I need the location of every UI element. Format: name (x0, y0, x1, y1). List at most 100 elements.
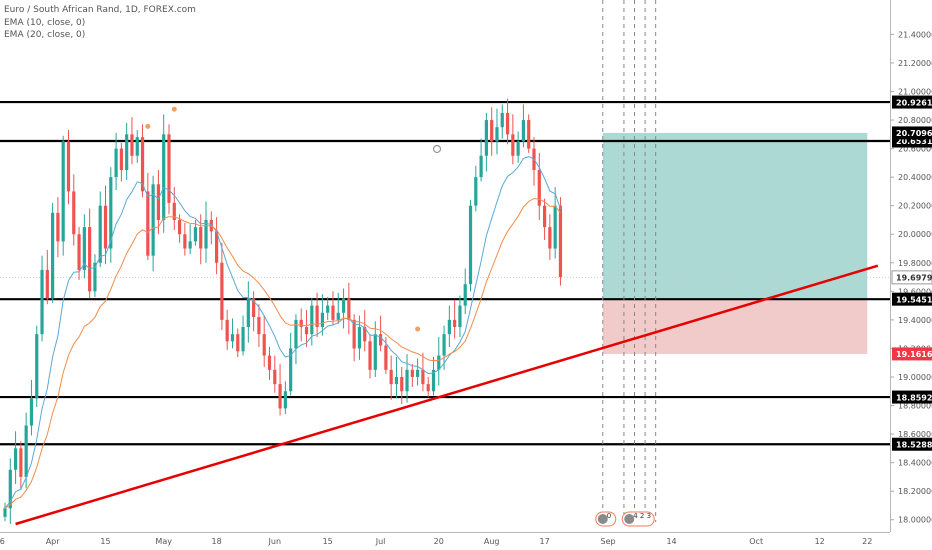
level-price-tag: 18.52887 (896, 440, 932, 449)
candle (267, 355, 272, 370)
candle (490, 120, 494, 142)
candle (400, 376, 404, 392)
candle (542, 205, 547, 228)
candle (45, 269, 49, 299)
candle (378, 334, 383, 346)
candle (389, 369, 393, 385)
candle (527, 120, 531, 149)
candle (336, 312, 340, 320)
candle (93, 262, 97, 292)
candle (283, 391, 287, 409)
candle (241, 327, 245, 352)
candle (410, 369, 414, 377)
level-price-tag-bg (892, 292, 932, 306)
candle (262, 334, 266, 356)
candle (199, 227, 203, 249)
candle (35, 334, 39, 399)
candle (405, 369, 409, 392)
candle (458, 305, 462, 328)
time-tick-label: 12 (815, 537, 825, 546)
trendline[interactable] (15, 264, 879, 526)
dividend-marker-icon (145, 123, 151, 129)
candle (299, 319, 303, 328)
candle (72, 191, 76, 235)
candle (151, 184, 155, 256)
price-tick-label: 21.20000 (898, 59, 932, 68)
candle (426, 384, 430, 392)
candle (368, 341, 372, 370)
horizontal-levels-layer (0, 100, 890, 446)
candle (278, 384, 282, 409)
candle (188, 241, 192, 249)
calendar-event-icon (597, 514, 608, 524)
candle (548, 227, 552, 249)
candle (236, 334, 240, 352)
alarm-icon (432, 144, 442, 154)
candle (13, 448, 18, 470)
candle (304, 327, 309, 335)
event-badge-count: 4 2 3 (633, 512, 651, 520)
candle (484, 120, 488, 156)
time-tick-label: Sep (601, 537, 616, 546)
candle (177, 219, 182, 235)
candle (183, 234, 187, 249)
calendar-event-icon (624, 514, 635, 524)
candle (421, 369, 425, 385)
candle (204, 219, 208, 249)
price-tick-label: 20.80000 (898, 116, 932, 125)
price-tick-label: 18.40000 (898, 459, 932, 468)
candle (341, 298, 346, 313)
candle (463, 284, 467, 306)
price-tick-label: 20.00000 (898, 230, 932, 239)
candle (384, 345, 388, 370)
candle (8, 469, 12, 509)
event-badge[interactable]: 0 (595, 511, 617, 527)
price-tick-label: 18.20000 (898, 487, 932, 496)
price-tick-label: 18.00000 (898, 516, 932, 525)
candle (331, 305, 335, 320)
event-badge[interactable]: 4 2 3 (621, 511, 655, 527)
candle (130, 134, 134, 156)
candle (119, 148, 123, 171)
level-price-tag: 20.92610 (896, 98, 932, 107)
candle (373, 334, 377, 370)
candle (146, 191, 150, 256)
price-axis[interactable]: 18.00000 18.20000 18.40000 18.60000 18.80000… (890, 0, 932, 550)
level-price-tag: 19.54516 (896, 295, 932, 304)
level-price-tag-bg (892, 437, 932, 451)
candles-layer (3, 98, 563, 524)
candle (66, 141, 71, 192)
candle (257, 317, 261, 335)
level-price-tag-bg (892, 390, 932, 404)
current-price-tag: 19.69795 (896, 274, 932, 283)
candle (505, 112, 510, 135)
candle (437, 355, 441, 370)
time-tick-label: 16 (0, 537, 5, 546)
profit-zone[interactable] (602, 132, 868, 300)
time-tick-label: Jun (268, 537, 282, 546)
candle (109, 177, 113, 249)
trendline-layer[interactable] (15, 264, 879, 526)
time-tick-label: Oct (749, 537, 763, 546)
time-axis[interactable]: 16 Apr 15 May 18 Jun 15 Jul 20 Aug 17 Sep 14 Oct 12 22 (0, 532, 890, 550)
candle (252, 298, 256, 318)
time-tick-label: 22 (862, 537, 872, 546)
candle (82, 227, 86, 270)
candle (172, 202, 176, 220)
candle (125, 134, 129, 171)
legend-ema10: EMA (10, close, 0) (4, 17, 86, 28)
candle (135, 137, 139, 156)
price-tick-label: 19.40000 (898, 316, 932, 325)
stop-price-tag: 19.16163 (896, 350, 932, 359)
candle (453, 319, 457, 328)
price-tick-label: 21.00000 (898, 88, 932, 97)
candle (162, 134, 166, 220)
candle (553, 205, 557, 249)
candle (357, 327, 362, 349)
candle (495, 127, 499, 142)
candle (447, 319, 451, 335)
candle (40, 269, 44, 335)
time-tick-label: 17 (539, 537, 549, 546)
